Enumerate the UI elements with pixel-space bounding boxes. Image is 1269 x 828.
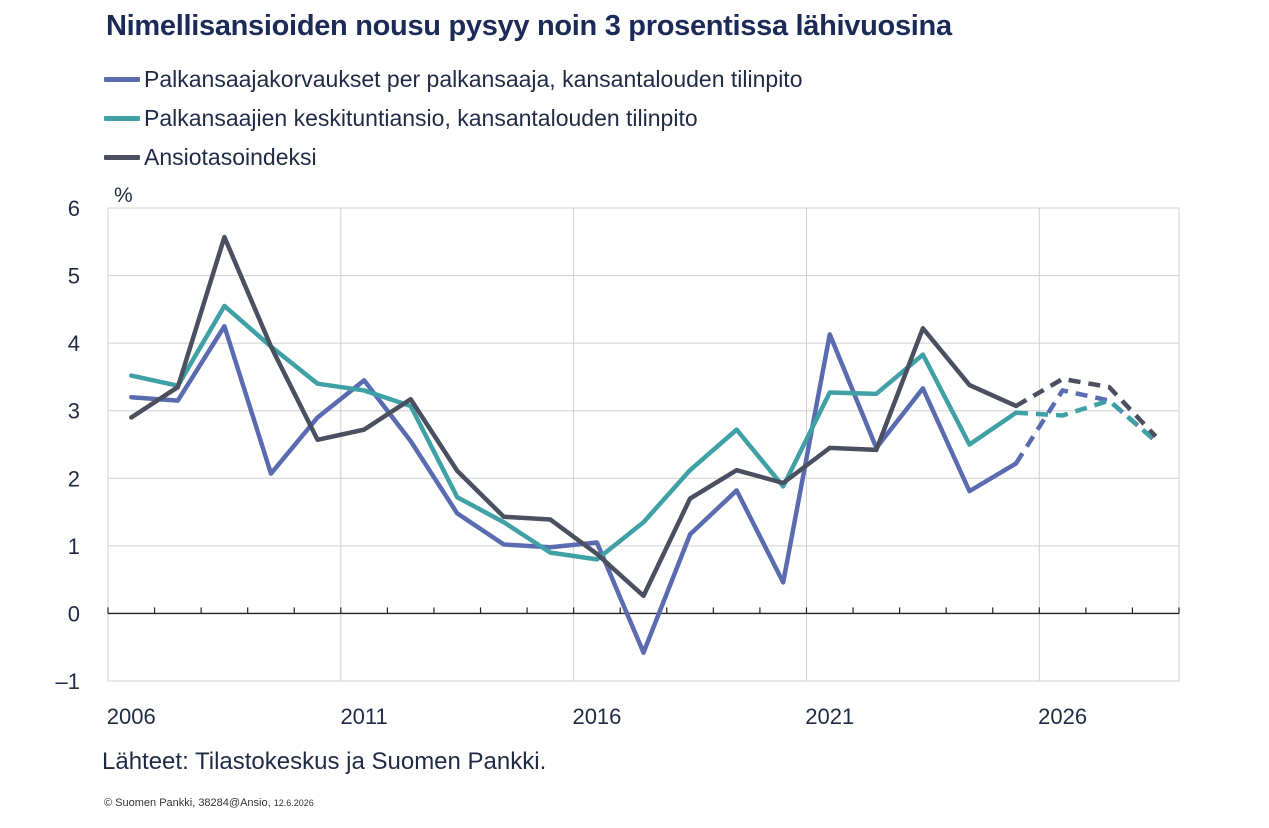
legend-label-hourly-earnings: Palkansaajien keskituntiansio, kansantal…	[144, 105, 698, 131]
y-tick-label: 6	[68, 196, 80, 221]
y-tick-label: 3	[68, 399, 80, 424]
series-forecast-line-0	[1014, 388, 1158, 465]
plot-frame	[107, 207, 1180, 682]
series-line-0	[129, 324, 1019, 655]
source-note: Lähteet: Tilastokeskus ja Suomen Pankki.	[102, 748, 547, 775]
legend-label-wage-index: Ansiotasoindeksi	[144, 144, 317, 170]
y-tick-label: 4	[68, 331, 80, 356]
legend-label-compensation: Palkansaajakorvaukset per palkansaaja, k…	[144, 66, 803, 92]
x-tick-label: 2026	[1038, 704, 1087, 729]
legend-swatch-compensation	[104, 77, 140, 82]
legend-item-wage-index: Ansiotasoindeksi	[104, 138, 803, 177]
footer-text: © Suomen Pankki, 38284@Ansio,	[104, 797, 271, 809]
y-tick-label: 5	[68, 264, 80, 289]
footer-date: 12.6.2026	[273, 798, 314, 808]
y-tick-label: –1	[56, 669, 80, 694]
legend-swatch-wage-index	[104, 155, 140, 160]
x-tick-label: 2011	[340, 704, 387, 729]
legend-item-compensation: Palkansaajakorvaukset per palkansaaja, k…	[104, 60, 803, 99]
y-tick-label: 1	[68, 534, 80, 559]
y-tick-label: 0	[68, 601, 80, 626]
legend-item-hourly-earnings: Palkansaajien keskituntiansio, kansantal…	[104, 99, 803, 138]
series-forecast-line-1	[1015, 398, 1158, 443]
y-tick-label: 2	[68, 466, 80, 491]
x-tick-label: 2021	[805, 704, 854, 729]
legend: Palkansaajakorvaukset per palkansaaja, k…	[104, 60, 803, 177]
chart-title: Nimellisansioiden nousu pysyy noin 3 pro…	[106, 10, 952, 42]
y-axis-unit: %	[114, 184, 133, 207]
x-tick-label: 2006	[107, 704, 156, 729]
series-forecast-line-2	[1014, 376, 1158, 438]
series-line-1	[129, 303, 1019, 562]
copyright-footer: © Suomen Pankki, 38284@Ansio, 12.6.2026	[104, 797, 314, 809]
legend-swatch-hourly-earnings	[104, 116, 140, 121]
series-line-2	[129, 234, 1019, 599]
x-tick-label: 2016	[572, 704, 621, 729]
